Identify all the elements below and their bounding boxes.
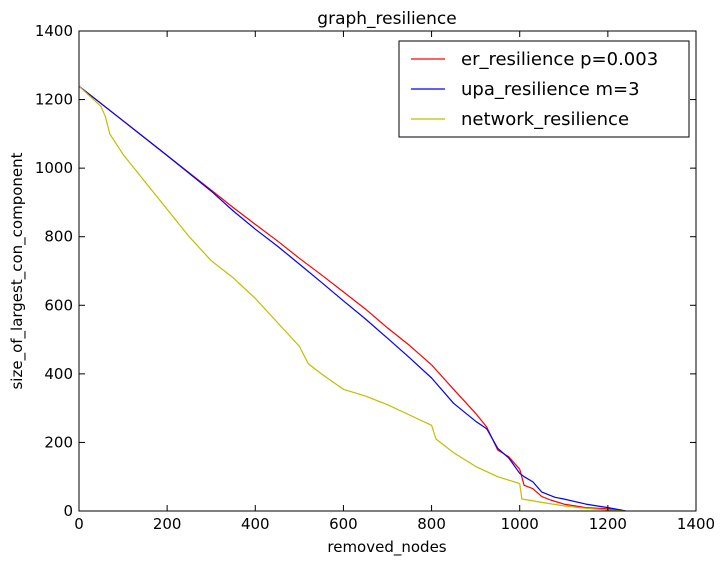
legend-label-0: er_resilience p=0.003 (461, 49, 658, 70)
y-tick-label-3: 600 (44, 296, 73, 314)
y-tick-label-0: 0 (63, 502, 73, 520)
legend-box (398, 40, 690, 138)
x-tick-label-5: 1000 (501, 515, 539, 533)
y-tick-label-4: 800 (44, 228, 73, 246)
x-tick-label-3: 600 (329, 515, 358, 533)
x-tick-label-0: 0 (74, 515, 84, 533)
x-tick-label-1: 200 (153, 515, 182, 533)
series-group (79, 85, 626, 511)
series-line-2 (79, 85, 626, 511)
chart-title: graph_resilience (317, 9, 456, 29)
y-tick-label-2: 400 (44, 365, 73, 383)
y-tick-label-6: 1200 (35, 91, 73, 109)
y-tick-label-5: 1000 (35, 159, 73, 177)
x-tick-label-6: 1200 (589, 515, 627, 533)
series-line-0 (79, 85, 626, 511)
y-axis-title: size_of_largest_con_component (8, 152, 27, 389)
legend-label-1: upa_resilience m=3 (461, 79, 640, 100)
x-tick-label-4: 800 (417, 515, 446, 533)
x-tick-label-7: 1400 (677, 515, 715, 533)
plot-area (78, 30, 697, 512)
y-tick-label-7: 1400 (35, 22, 73, 40)
legend-label-2: network_resilience (461, 109, 629, 130)
x-axis-title: removed_nodes (327, 538, 446, 557)
x-tick-label-2: 400 (241, 515, 270, 533)
axis-ticks: 0 200 400 600 800 1000 1200 1400 0 200 400 600 800 10… (35, 22, 715, 533)
plot-frame (78, 30, 697, 512)
legend: er_resilience p=0.003 upa_resilience m=3 n… (398, 40, 690, 138)
y-tick-label-1: 200 (44, 433, 73, 451)
series-line-1 (79, 85, 626, 511)
